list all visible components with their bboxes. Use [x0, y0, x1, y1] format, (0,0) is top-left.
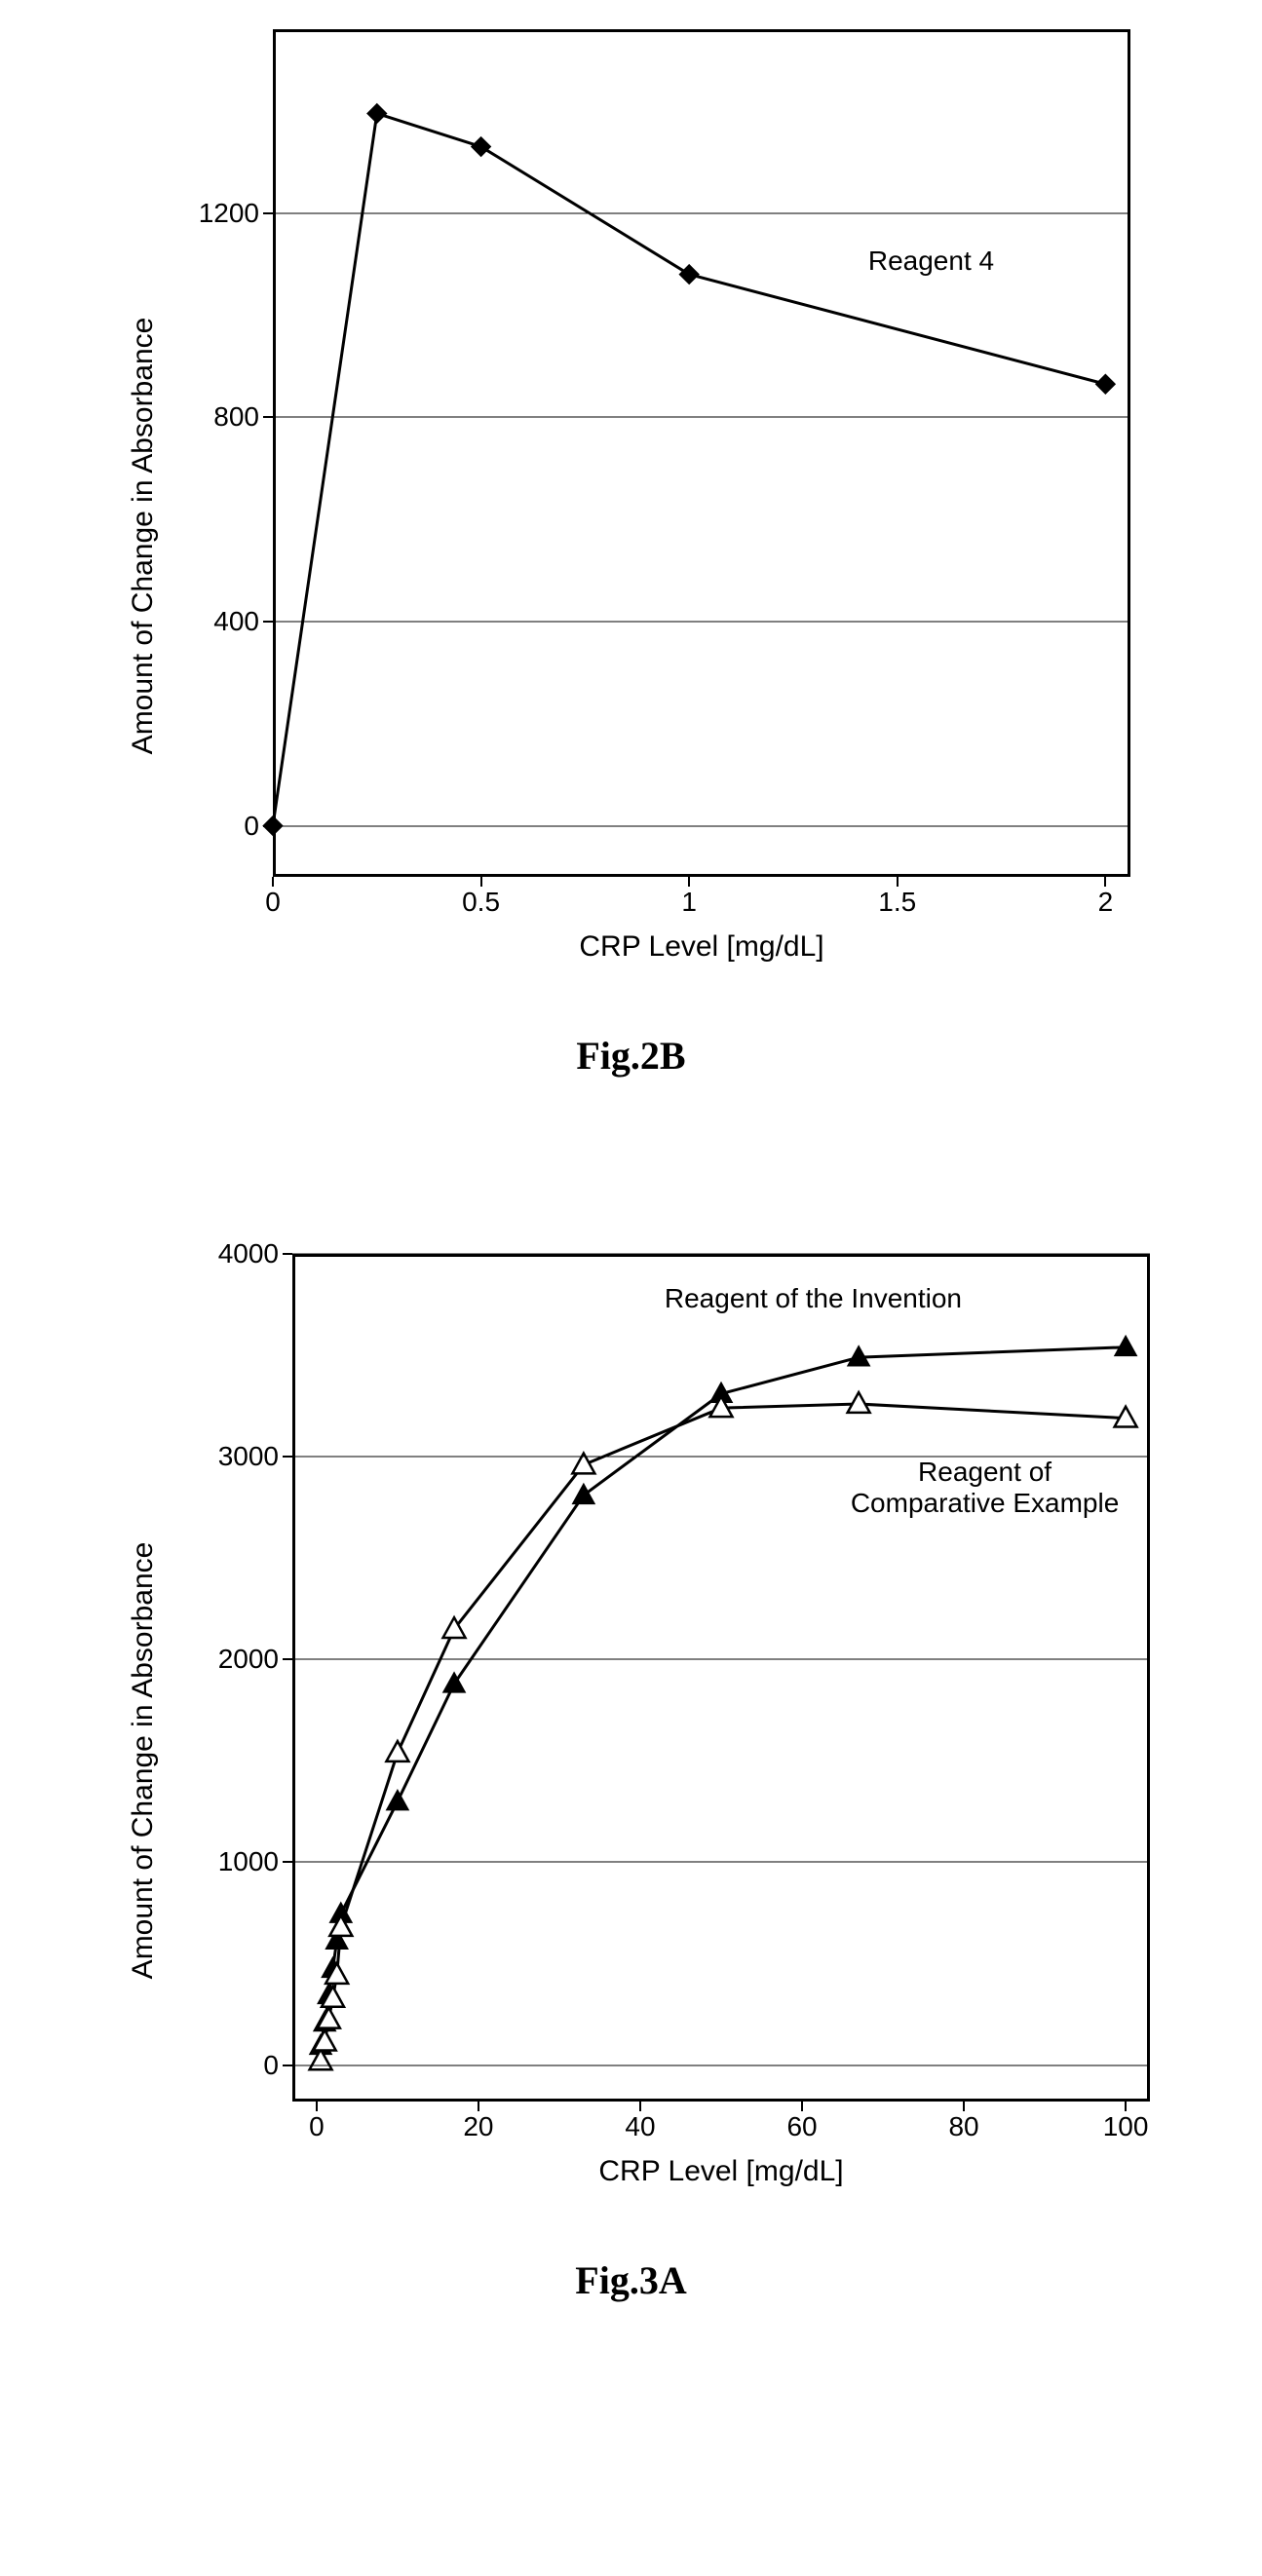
chart-2b-xlabel: CRP Level [mg/dL]	[579, 930, 823, 964]
xtick-label: 1.5	[878, 887, 916, 918]
chart-3a-series-1-label: Reagent of Comparative Example	[851, 1457, 1119, 1519]
chart-2b-xticks: 00.511.52	[273, 877, 1130, 935]
ytick-label: 4000	[84, 1238, 279, 1269]
chart-2b-outer: Amount of Change in Absorbance 040080012…	[97, 0, 1169, 984]
chart-3a-outer: Amount of Change in Absorbance 010002000…	[97, 1195, 1169, 2209]
xtick-label: 1	[681, 887, 697, 918]
triangle-filled-marker	[1115, 1336, 1137, 1356]
triangle-filled-marker	[443, 1672, 466, 1692]
gridline	[273, 825, 1130, 826]
spacer	[0, 1079, 1262, 1195]
xtick-label: 60	[786, 2111, 817, 2142]
gridline	[292, 1862, 1150, 1863]
gridline	[273, 212, 1130, 213]
chart-3a-xlabel: CRP Level [mg/dL]	[598, 2155, 843, 2188]
xtick-label: 2	[1098, 887, 1114, 918]
ytick-label: 400	[84, 606, 259, 637]
xtick-label: 0.5	[462, 887, 500, 918]
gridline	[292, 1659, 1150, 1660]
gridline	[273, 417, 1130, 418]
page-root: Amount of Change in Absorbance 040080012…	[0, 0, 1262, 2362]
triangle-open-marker	[848, 1392, 870, 1413]
ytick-label: 800	[84, 401, 259, 433]
series-1-label-line1: Reagent of	[851, 1457, 1119, 1488]
diamond-marker	[1095, 374, 1115, 394]
chart-2b-yticks: 04008001200	[97, 29, 273, 877]
ytick-label: 0	[84, 811, 259, 842]
chart-3a-caption: Fig.3A	[0, 2257, 1262, 2303]
chart-2b-caption: Fig.2B	[0, 1033, 1262, 1079]
ytick-label: 1200	[84, 198, 259, 229]
xtick-label: 40	[625, 2111, 655, 2142]
gridline	[273, 621, 1130, 622]
chart-3a-xticks: 0 20 40 60 80 100	[292, 2102, 1150, 2160]
chart-2b-series-0-label: Reagent 4	[868, 246, 994, 277]
ytick-label: 1000	[84, 1846, 279, 1877]
chart-2b-plot-area	[273, 29, 1130, 877]
triangle-open-marker	[386, 1741, 408, 1762]
xtick-label: 100	[1103, 2111, 1149, 2142]
ytick-label: 0	[84, 2050, 279, 2081]
diamond-marker	[472, 137, 491, 157]
chart-3a-yticks: 01000200030004000	[97, 1254, 292, 2102]
triangle-filled-marker	[572, 1484, 594, 1504]
chart-3a-plot-area	[292, 1254, 1150, 2102]
series-line	[321, 1347, 1126, 2046]
xtick-label: 80	[948, 2111, 978, 2142]
xtick-label: 20	[463, 2111, 493, 2142]
diamond-marker	[367, 103, 387, 123]
diamond-marker	[679, 265, 699, 284]
series-line	[273, 113, 1105, 825]
triangle-filled-marker	[386, 1790, 408, 1810]
chart-3a-svg	[292, 1254, 1150, 2102]
chart-3a-series-0-label: Reagent of the Invention	[665, 1283, 962, 1314]
ytick-label: 2000	[84, 1644, 279, 1675]
chart-2b-svg	[273, 29, 1130, 877]
xtick-label: 0	[265, 887, 281, 918]
xtick-label: 0	[309, 2111, 325, 2142]
gridline	[292, 1254, 1150, 1255]
ytick-label: 3000	[84, 1441, 279, 1472]
series-1-label-line2: Comparative Example	[851, 1488, 1119, 1519]
